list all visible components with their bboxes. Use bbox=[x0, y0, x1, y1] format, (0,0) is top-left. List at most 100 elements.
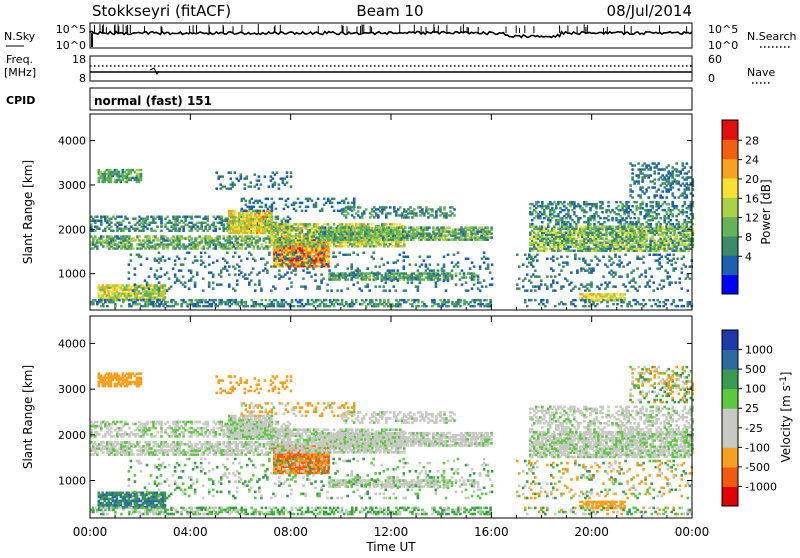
power-cell bbox=[178, 216, 181, 219]
power-cell bbox=[261, 206, 264, 209]
power-cell bbox=[333, 198, 336, 201]
power-cell bbox=[368, 226, 371, 229]
power-cell bbox=[273, 303, 276, 306]
power-cell bbox=[601, 211, 604, 214]
power-cell bbox=[122, 299, 125, 302]
power-cell bbox=[323, 198, 326, 201]
power-cell bbox=[675, 205, 678, 208]
freq-right-tick-bottom: 0 bbox=[708, 72, 715, 85]
power-cell bbox=[463, 272, 466, 275]
power-cell bbox=[433, 299, 436, 302]
power-cell bbox=[371, 223, 374, 226]
power-cell bbox=[629, 217, 632, 220]
power-cell bbox=[490, 232, 493, 235]
power-cell bbox=[345, 198, 348, 201]
power-cell bbox=[455, 272, 458, 275]
power-cell bbox=[259, 210, 262, 213]
power-cell bbox=[627, 201, 630, 204]
power-cell bbox=[114, 303, 117, 306]
power-cell bbox=[639, 211, 642, 214]
power-cell bbox=[545, 248, 548, 251]
power-cell bbox=[212, 222, 215, 225]
power-cell bbox=[333, 210, 336, 213]
power-cell bbox=[251, 198, 254, 201]
power-cell bbox=[112, 230, 115, 233]
power-cell bbox=[256, 183, 259, 186]
power-cell bbox=[134, 218, 137, 221]
power-cell bbox=[631, 176, 634, 179]
power-cell bbox=[222, 235, 225, 238]
power-heatmap bbox=[90, 162, 694, 307]
power-cell bbox=[417, 305, 420, 308]
power-cell bbox=[246, 175, 249, 178]
power-cell bbox=[214, 226, 217, 229]
power-cell bbox=[403, 239, 406, 242]
power-cell bbox=[631, 196, 634, 199]
power-cell bbox=[230, 177, 233, 180]
cpid-value: normal (fast) 151 bbox=[94, 94, 212, 108]
power-cell bbox=[333, 223, 336, 226]
power-cell bbox=[553, 226, 556, 229]
freq-right-tick-top: 60 bbox=[708, 53, 722, 66]
power-cell bbox=[331, 206, 334, 209]
power-cell bbox=[615, 201, 618, 204]
power-cell bbox=[154, 222, 157, 225]
power-cell bbox=[283, 208, 286, 211]
power-cell bbox=[389, 212, 392, 215]
power-cell bbox=[639, 194, 642, 197]
power-cell bbox=[631, 172, 634, 175]
freq-left-tick-bottom: 8 bbox=[79, 72, 86, 85]
power-cell bbox=[678, 221, 681, 224]
power-cell bbox=[290, 175, 293, 178]
power-cell bbox=[355, 299, 358, 302]
power-cell bbox=[317, 223, 320, 226]
power-cell bbox=[275, 208, 278, 211]
power-cell bbox=[607, 215, 610, 218]
power-cell bbox=[311, 200, 314, 203]
power-cell bbox=[633, 217, 636, 220]
power-cell bbox=[629, 184, 632, 187]
power-cell bbox=[287, 198, 290, 201]
power-cell bbox=[645, 203, 648, 206]
power-cell bbox=[140, 173, 143, 176]
power-cell bbox=[671, 201, 674, 204]
power-cell bbox=[245, 200, 248, 203]
power-cell bbox=[130, 243, 133, 246]
power-cell bbox=[389, 206, 392, 209]
power-cell bbox=[132, 247, 135, 250]
power-cell bbox=[490, 226, 493, 229]
power-cell bbox=[563, 201, 566, 204]
power-cell bbox=[641, 186, 644, 189]
noise-sky-line bbox=[90, 32, 692, 38]
power-cell bbox=[309, 223, 312, 226]
power-cell bbox=[313, 305, 316, 308]
power-cell bbox=[641, 223, 644, 226]
power-cell bbox=[234, 171, 237, 174]
power-cell bbox=[190, 216, 193, 219]
power-cell bbox=[260, 183, 263, 186]
power-cell bbox=[395, 223, 398, 226]
power-cell bbox=[278, 183, 281, 186]
power-cell bbox=[218, 235, 221, 238]
beam-title: Beam 10 bbox=[356, 2, 423, 20]
power-cell bbox=[261, 243, 264, 246]
power-cell bbox=[671, 223, 674, 226]
power-cell bbox=[261, 202, 264, 205]
power-cell bbox=[459, 272, 462, 275]
power-cell bbox=[120, 305, 123, 308]
power-cell bbox=[160, 216, 163, 219]
power-cell bbox=[637, 162, 640, 165]
power-cell bbox=[453, 214, 456, 217]
power-cell bbox=[601, 201, 604, 204]
power-cell bbox=[399, 303, 402, 306]
power-cell bbox=[279, 237, 282, 240]
power-cell bbox=[324, 226, 327, 229]
power-cell bbox=[485, 299, 488, 302]
power-cell bbox=[234, 210, 237, 213]
power-cell bbox=[221, 175, 224, 178]
power-cell bbox=[290, 185, 293, 188]
power-cell bbox=[404, 226, 407, 229]
noise-panel-frame bbox=[90, 23, 692, 48]
power-cell bbox=[669, 219, 672, 222]
power-cell bbox=[359, 206, 362, 209]
